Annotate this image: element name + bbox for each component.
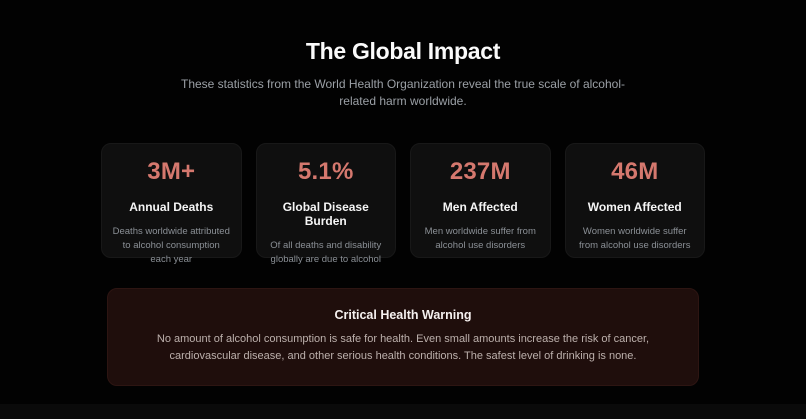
stat-card-disease-burden: 5.1% Global Disease Burden Of all deaths… xyxy=(255,143,396,265)
page-subtitle: These statistics from the World Health O… xyxy=(181,77,625,108)
stat-label: Global Disease Burden xyxy=(282,200,369,228)
stat-value: 46M xyxy=(611,158,659,185)
stat-label: Men Affected xyxy=(442,200,518,214)
stat-value: 237M xyxy=(449,158,511,185)
stat-description: Of all deaths and disability globally ar… xyxy=(270,240,382,265)
stat-label: Women Affected xyxy=(587,200,682,214)
stat-card-annual-deaths: 3M+ Annual Deaths Deaths worldwide attri… xyxy=(101,143,242,265)
warning-body: No amount of alcohol consumption is safe… xyxy=(156,333,650,362)
stat-card-men-affected: 237M Men Affected Men worldwide suffer f… xyxy=(410,143,551,258)
critical-health-warning-box: Critical Health Warning No amount of alc… xyxy=(107,288,699,386)
stat-label: Annual Deaths xyxy=(129,200,214,214)
stats-grid: 3M+ Annual Deaths Deaths worldwide attri… xyxy=(101,143,705,265)
page-title: The Global Impact xyxy=(305,38,501,64)
stat-value: 5.1% xyxy=(297,158,354,185)
warning-title: Critical Health Warning xyxy=(334,308,472,322)
next-section-strip xyxy=(0,404,806,419)
stat-description: Women worldwide suffer from alcohol use … xyxy=(579,226,691,251)
stat-value: 3M+ xyxy=(147,158,196,185)
stat-description: Deaths worldwide attributed to alcohol c… xyxy=(112,226,230,265)
stat-card-women-affected: 46M Women Affected Women worldwide suffe… xyxy=(564,143,705,258)
stat-description: Men worldwide suffer from alcohol use di… xyxy=(424,226,536,251)
